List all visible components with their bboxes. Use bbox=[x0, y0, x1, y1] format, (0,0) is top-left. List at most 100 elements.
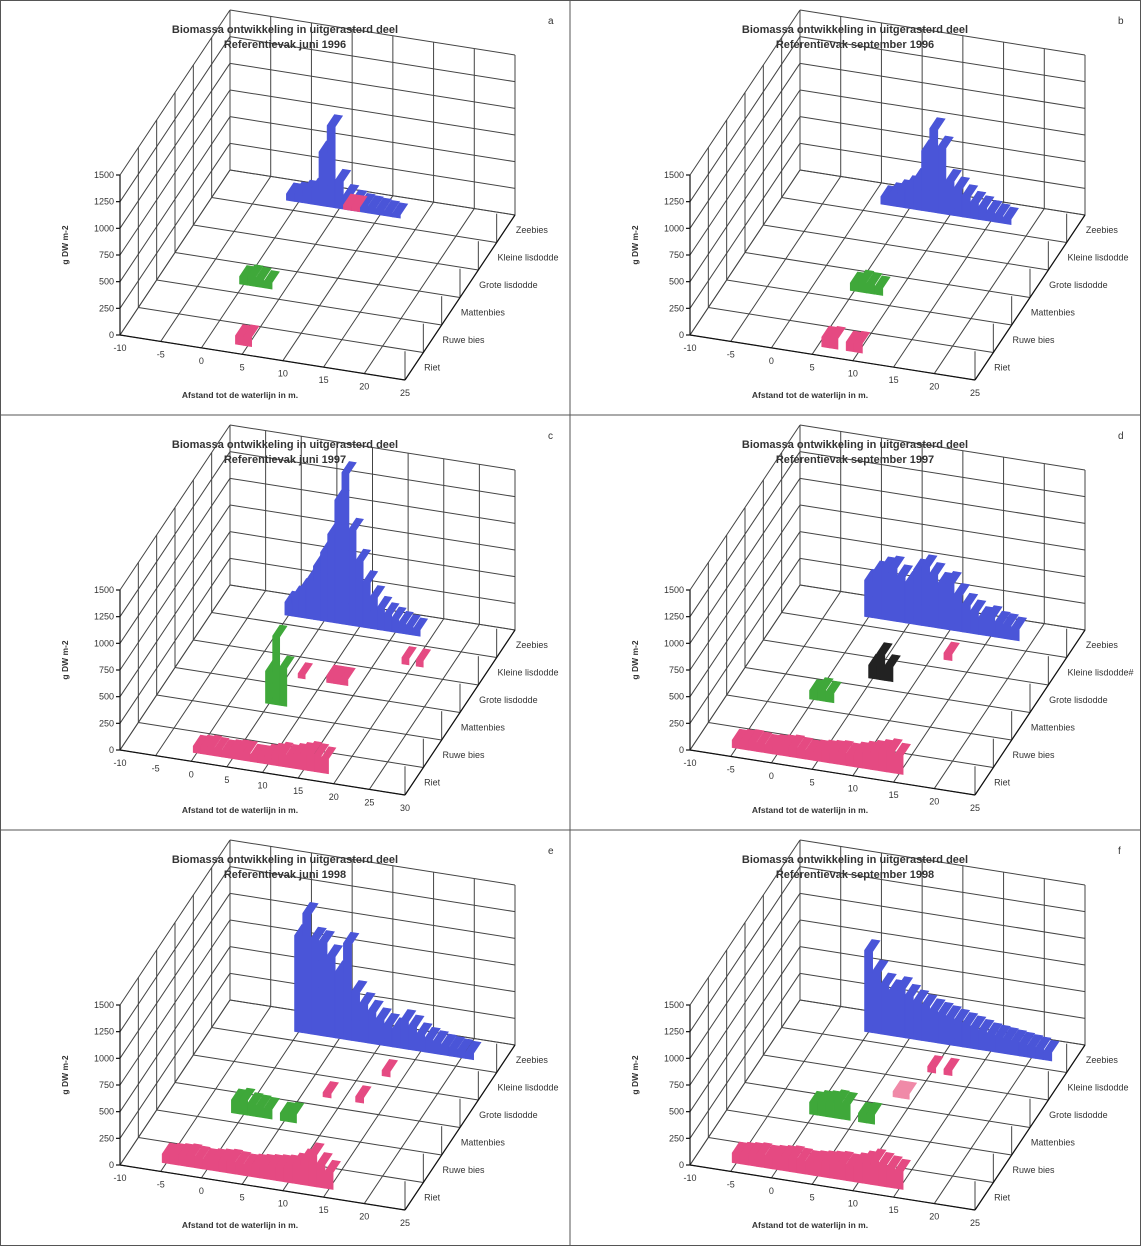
chart-title: Referentievak juni 1998 bbox=[224, 869, 346, 881]
x-tick-label: -10 bbox=[683, 1173, 696, 1183]
x-tick-label: 25 bbox=[400, 1218, 410, 1228]
x-tick-label: 0 bbox=[199, 356, 204, 366]
depth-category-label: Riet bbox=[424, 1192, 441, 1202]
x-tick-label: 25 bbox=[970, 1218, 980, 1228]
bar-mark bbox=[391, 202, 409, 219]
z-tick-label: 1500 bbox=[664, 585, 684, 595]
z-tick-label: 250 bbox=[669, 718, 684, 728]
bar-mark bbox=[1043, 1039, 1060, 1062]
z-tick-label: 1000 bbox=[664, 223, 684, 233]
panel-label: e bbox=[548, 846, 554, 857]
chart-panel-f: 0 250 500 750 1000 1250 1500 -10 -5 0 5 10 15 20 25 Rie… bbox=[630, 839, 1129, 1230]
z-tick-label: 1500 bbox=[664, 170, 684, 180]
x-tick-label: 0 bbox=[769, 356, 774, 366]
bar-mark bbox=[841, 1091, 859, 1121]
chart-title: Referentievak september 1998 bbox=[776, 869, 934, 881]
panel-label: c bbox=[548, 431, 553, 442]
x-tick-label: -10 bbox=[683, 343, 696, 353]
z-tick-label: 1250 bbox=[94, 1027, 114, 1037]
z-tick-label: 1000 bbox=[94, 223, 114, 233]
y-axis-label: g DW m-2 bbox=[60, 640, 70, 679]
x-tick-label: 10 bbox=[848, 1199, 858, 1209]
x-tick-label: -5 bbox=[727, 764, 735, 774]
depth-category-label: Zeebies bbox=[1086, 1055, 1119, 1065]
z-tick-label: 250 bbox=[99, 1133, 114, 1143]
x-tick-label: 10 bbox=[278, 369, 288, 379]
z-tick-label: 0 bbox=[109, 330, 114, 340]
z-tick-label: 750 bbox=[669, 250, 684, 260]
x-tick-label: 20 bbox=[929, 382, 939, 392]
bar-mark bbox=[853, 330, 871, 354]
depth-category-label: Grote lisdodde bbox=[1049, 1110, 1108, 1120]
bar-mark bbox=[1002, 206, 1019, 225]
x-tick-label: 25 bbox=[364, 797, 374, 807]
depth-category-label: Ruwe bies bbox=[1013, 335, 1056, 345]
depth-category-label: Grote lisdodde bbox=[479, 1110, 538, 1120]
x-tick-label: 0 bbox=[189, 769, 194, 779]
x-tick-label: 5 bbox=[240, 1192, 245, 1202]
depth-category-label: Kleine lisdodde# bbox=[1068, 667, 1134, 677]
x-tick-label: 10 bbox=[848, 369, 858, 379]
z-tick-label: 1500 bbox=[94, 585, 114, 595]
chart-panel-c: 0 250 500 750 1000 1250 1500 -10 -5 0 5 10 15 20 25 30 R… bbox=[60, 424, 559, 815]
x-tick-label: 0 bbox=[769, 1186, 774, 1196]
z-tick-label: 1000 bbox=[664, 638, 684, 648]
panel-label: a bbox=[548, 16, 554, 27]
z-tick-label: 250 bbox=[99, 303, 114, 313]
chart-title: Biomassa ontwikkeling in uitgerasterd de… bbox=[742, 24, 968, 36]
x-axis-label: Afstand tot de waterlijn in m. bbox=[752, 805, 868, 815]
depth-category-label: Mattenbies bbox=[1031, 722, 1076, 732]
z-tick-label: 1000 bbox=[664, 1053, 684, 1063]
depth-category-label: Kleine lisdodde bbox=[1068, 1082, 1129, 1092]
x-tick-label: 20 bbox=[359, 1212, 369, 1222]
z-tick-label: 1500 bbox=[664, 1000, 684, 1010]
z-tick-label: 750 bbox=[99, 1080, 114, 1090]
depth-category-label: Zeebies bbox=[516, 640, 549, 650]
z-tick-label: 1250 bbox=[664, 612, 684, 622]
x-tick-label: 20 bbox=[929, 797, 939, 807]
chart-title: Biomassa ontwikkeling in uitgerasterd de… bbox=[172, 439, 398, 451]
x-axis-label: Afstand tot de waterlijn in m. bbox=[752, 390, 868, 400]
depth-category-label: Riet bbox=[424, 362, 441, 372]
panel-label: f bbox=[1118, 846, 1121, 857]
z-tick-label: 500 bbox=[669, 277, 684, 287]
x-tick-label: 25 bbox=[970, 388, 980, 398]
bar-mark bbox=[894, 742, 911, 775]
z-tick-label: 0 bbox=[679, 745, 684, 755]
chart-title: Biomassa ontwikkeling in uitgerasterd de… bbox=[172, 24, 398, 36]
x-tick-label: -10 bbox=[683, 758, 696, 768]
bar-mark bbox=[943, 1057, 960, 1077]
depth-category-label: Zeebies bbox=[516, 225, 549, 235]
x-tick-label: 10 bbox=[278, 1199, 288, 1209]
z-tick-label: 750 bbox=[99, 665, 114, 675]
chart-panel-a: 0 250 500 750 1000 1250 1500 -10 -5 0 5 10 15 20 25 Rie… bbox=[60, 9, 559, 400]
depth-category-label: Grote lisdodde bbox=[1049, 280, 1108, 290]
bar-mark bbox=[894, 1158, 911, 1190]
x-tick-label: 25 bbox=[970, 803, 980, 813]
y-axis-label: g DW m-2 bbox=[630, 1055, 640, 1094]
x-tick-label: 25 bbox=[400, 388, 410, 398]
z-tick-label: 0 bbox=[679, 330, 684, 340]
x-tick-label: 20 bbox=[329, 792, 339, 802]
chart-title: Referentievak september 1996 bbox=[776, 39, 934, 51]
y-axis-label: g DW m-2 bbox=[630, 640, 640, 679]
bar-mark bbox=[412, 617, 429, 637]
x-tick-label: 15 bbox=[293, 786, 303, 796]
bar-mark bbox=[943, 641, 960, 662]
x-tick-label: 10 bbox=[848, 784, 858, 794]
bar-mark bbox=[927, 1055, 944, 1074]
z-tick-label: 250 bbox=[669, 1133, 684, 1143]
x-tick-label: -10 bbox=[113, 343, 126, 353]
depth-category-label: Zeebies bbox=[1086, 640, 1119, 650]
depth-category-label: Riet bbox=[994, 777, 1011, 787]
bar-mark bbox=[321, 746, 337, 775]
chart-panel-e: 0 250 500 750 1000 1250 1500 -10 -5 0 5 10 15 20 25 Rie… bbox=[60, 839, 559, 1230]
depth-category-label: Ruwe bies bbox=[1013, 1165, 1056, 1175]
chart-panel-d: 0 250 500 750 1000 1250 1500 -10 -5 0 5 10 15 20 25 Rie… bbox=[630, 424, 1134, 815]
x-axis-label: Afstand tot de waterlijn in m. bbox=[752, 1220, 868, 1230]
chart-title: Biomassa ontwikkeling in uitgerasterd de… bbox=[742, 439, 968, 451]
x-tick-label: 10 bbox=[257, 781, 267, 791]
z-tick-label: 1500 bbox=[94, 170, 114, 180]
x-tick-label: 0 bbox=[769, 771, 774, 781]
bar-mark bbox=[243, 324, 260, 348]
